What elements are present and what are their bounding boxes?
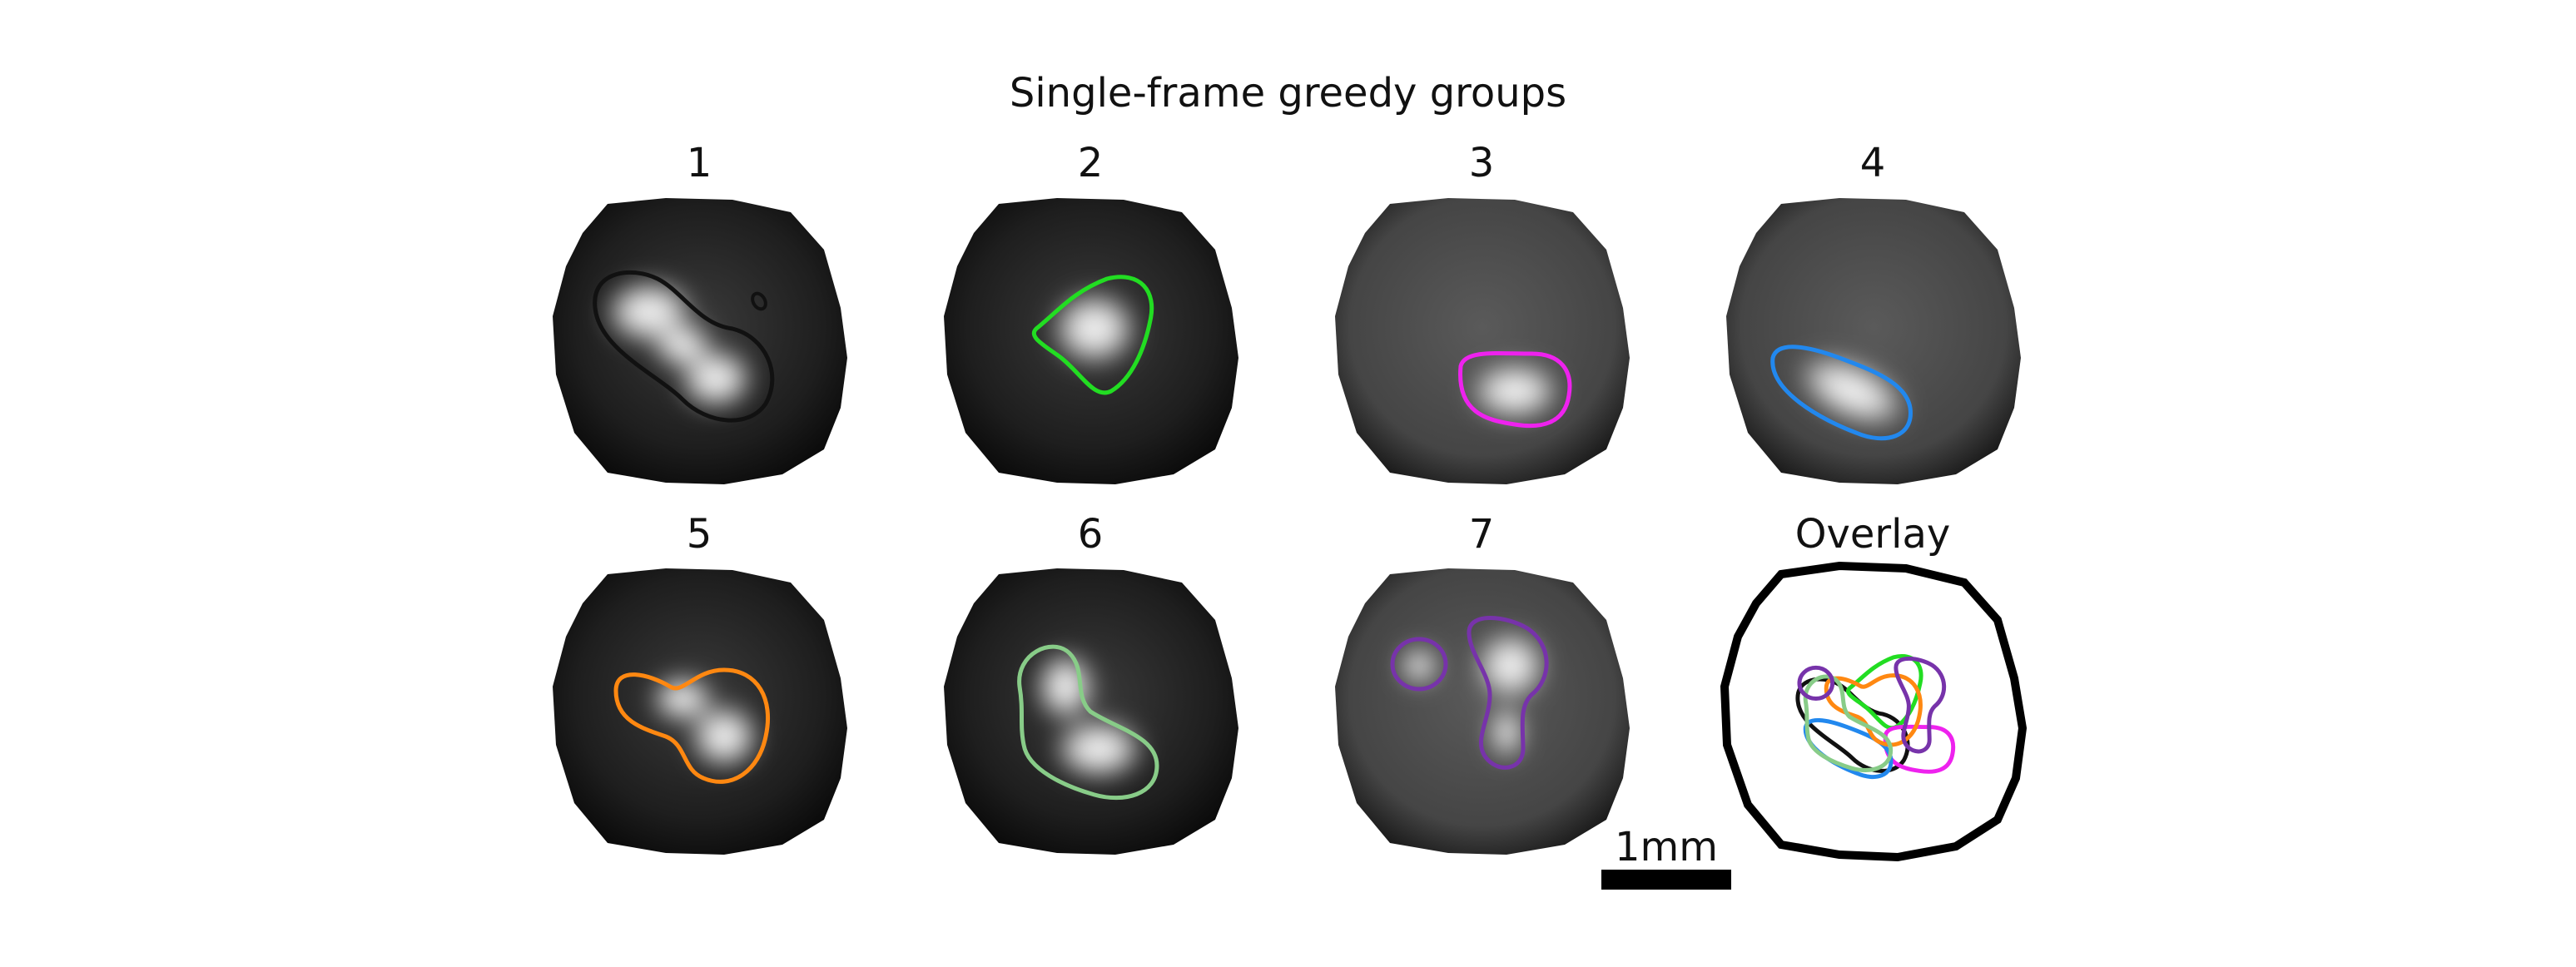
panel-7-blob-a (1473, 628, 1548, 703)
panel-title-6: 6 (1077, 511, 1104, 558)
overlay-outline-5 (1824, 673, 1923, 747)
panel-title-4: 4 (1859, 140, 1886, 186)
scale-bar-label: 1mm (1614, 824, 1719, 870)
panel-4 (1726, 198, 2021, 484)
panel-title-2: 2 (1077, 140, 1104, 186)
panel-7-outline-small (1390, 637, 1448, 692)
panel-overlay (1720, 561, 2028, 862)
panel-1-outline-small (751, 291, 767, 311)
panel-3-outline (1458, 350, 1572, 429)
panel-7-disc (1335, 568, 1630, 855)
panel-6-blob-a (1034, 649, 1097, 724)
panel-4-disc (1726, 198, 2021, 484)
panel-5-blob-b (649, 674, 716, 724)
overlay-outline-3 (1883, 724, 1956, 774)
scale-bar (1601, 870, 1731, 890)
panel-6 (944, 568, 1238, 855)
overlay-outline-7 (1894, 656, 1947, 754)
panel-title-overlay: Overlay (1794, 511, 1951, 558)
panel-1 (553, 198, 847, 484)
panel-3-blob (1467, 360, 1563, 423)
overlay-outline-7-small (1797, 665, 1835, 701)
panel-title-1: 1 (686, 140, 712, 186)
overlay-outline-2 (1846, 654, 1923, 731)
panel-5 (553, 568, 847, 855)
panel-5-blob-a (687, 702, 762, 771)
panel-5-outline (613, 667, 771, 784)
panel-4-outline (1770, 345, 1913, 441)
panel-3 (1335, 198, 1630, 484)
figure-title: Single-frame greedy groups (1009, 70, 1567, 117)
panel-7-outline-main (1467, 616, 1549, 770)
panel-7 (1335, 568, 1630, 855)
panel-title-3: 3 (1468, 140, 1495, 186)
panel-2-blob (1049, 289, 1140, 369)
panel-6-blob-b (1050, 716, 1147, 782)
panel-1-blob-c (649, 320, 716, 370)
panel-2-outline (1032, 275, 1154, 395)
panel-6-outline (1017, 644, 1159, 801)
panel-7-blob-b (1488, 703, 1525, 761)
panel-title-7: 7 (1468, 511, 1495, 558)
panel-title-5: 5 (686, 511, 712, 558)
panel-2 (944, 198, 1238, 484)
panel-7-blob-c (1398, 645, 1440, 687)
overlay-outline-6 (1803, 674, 1894, 772)
panel-1-outline (593, 270, 775, 423)
overlay-boundary (1720, 561, 2028, 862)
panel-3-disc (1335, 198, 1630, 484)
panel-4-blob (1794, 352, 1910, 430)
